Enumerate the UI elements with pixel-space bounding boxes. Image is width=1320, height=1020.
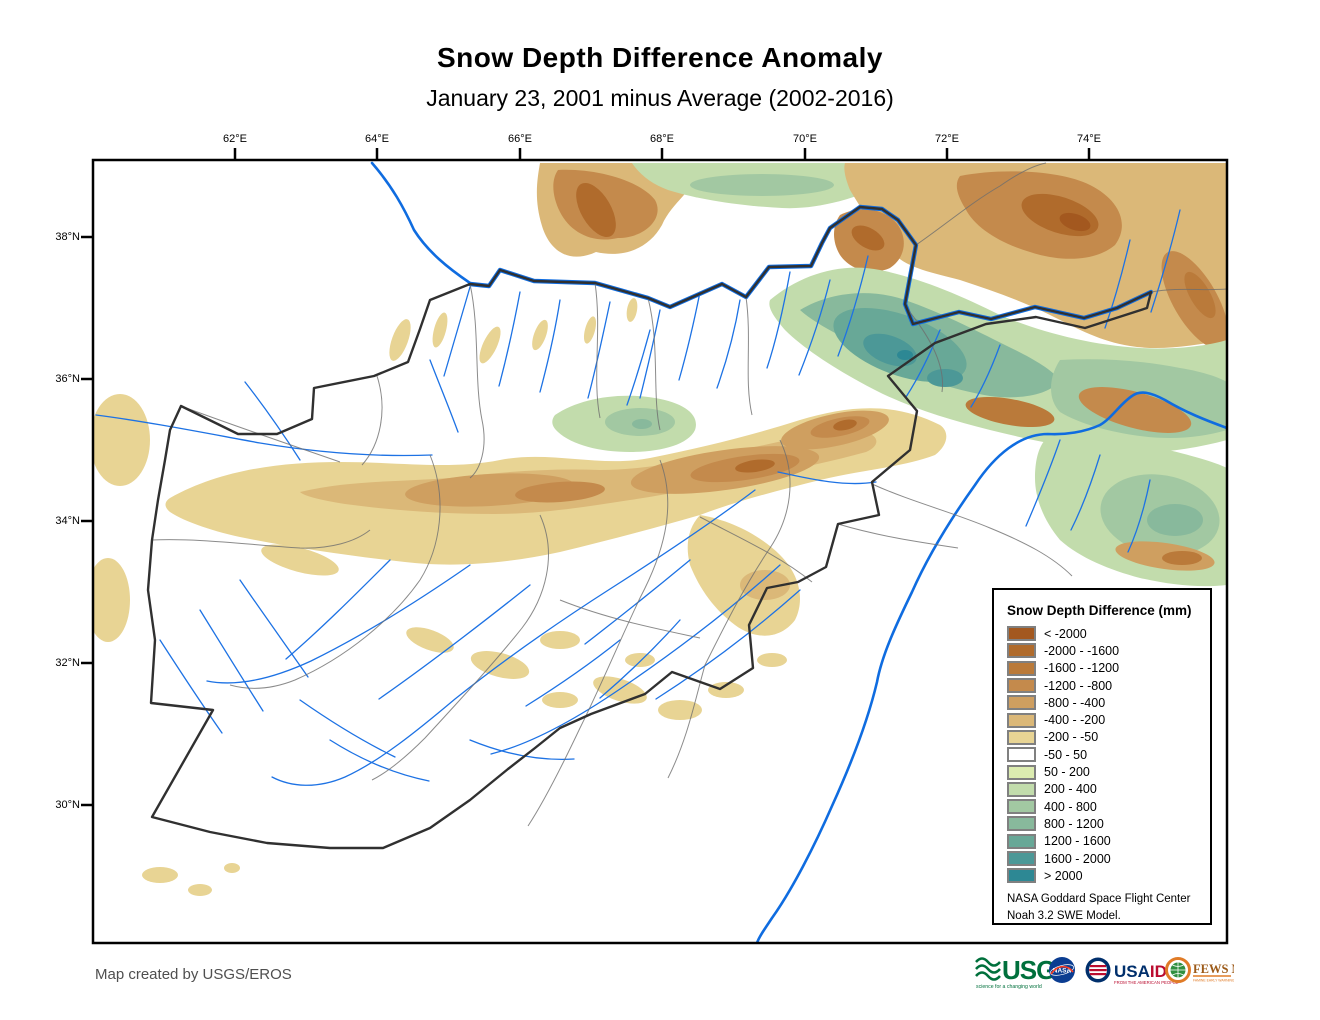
legend-source-line2: Noah 3.2 SWE Model. (1007, 909, 1121, 922)
legend-swatch (1007, 712, 1036, 728)
legend-row: -50 - 50 (1007, 746, 1202, 763)
usaid-tagline: FROM THE AMERICAN PEOPLE (1114, 980, 1179, 985)
usaid-wordmark: USAID (1114, 962, 1167, 981)
legend-source-note: NASA Goddard Space Flight Center Noah 3.… (1007, 891, 1202, 923)
legend-row: 800 - 1200 (1007, 815, 1202, 832)
legend-label: -50 - 50 (1044, 747, 1088, 762)
latitude-labels: 38°N 36°N 34°N 32°N 30°N (0, 0, 90, 1020)
legend-label: 50 - 200 (1044, 765, 1090, 780)
legend-row: -2000 - -1600 (1007, 642, 1202, 659)
legend-label: -800 - -400 (1044, 695, 1106, 710)
partner-logos: USGS science for a changing world NASA U… (975, 955, 1234, 990)
legend-swatch (1007, 851, 1036, 866)
legend-row: 50 - 200 (1007, 763, 1202, 780)
fewsnet-tagline: FAMINE EARLY WARNING SYSTEMS NETWORK (1193, 979, 1234, 983)
legend-label: -200 - -50 (1044, 730, 1099, 745)
usaid-logo: USAID FROM THE AMERICAN PEOPLE (1085, 957, 1179, 985)
fewsnet-wordmark: FEWS NET (1193, 962, 1234, 976)
rivers-layer (95, 209, 1181, 786)
river-kabul (777, 471, 877, 485)
latitude-tick-label: 36°N (55, 373, 80, 385)
legend-swatch (1007, 626, 1036, 642)
river-indus (755, 391, 1227, 943)
latitude-tick-label: 34°N (55, 515, 80, 527)
river-amu-darya (370, 161, 472, 285)
legend-row: 1200 - 1600 (1007, 833, 1202, 850)
legend-label: 800 - 1200 (1044, 816, 1104, 831)
legend-swatch (1007, 868, 1036, 884)
fewsnet-logo: FEWS NET FAMINE EARLY WARNING SYSTEMS NE… (1165, 957, 1234, 983)
longitude-tick-label: 66°E (508, 133, 532, 145)
river-helmand (271, 489, 756, 786)
latitude-tick-label: 30°N (55, 799, 80, 811)
legend-title: Snow Depth Difference (mm) (1007, 603, 1192, 618)
legend-swatch (1007, 643, 1036, 659)
longitude-tick-label: 68°E (650, 133, 674, 145)
legend-label: < -2000 (1044, 626, 1087, 641)
longitude-tick-label: 62°E (223, 133, 247, 145)
longitude-tick-label: 70°E (793, 133, 817, 145)
legend-row: -200 - -50 (1007, 729, 1202, 746)
legend-row: -1600 - -1200 (1007, 660, 1202, 677)
legend-row: 1600 - 2000 (1007, 850, 1202, 867)
y-tick-marks (81, 235, 93, 807)
legend-swatch (1007, 799, 1036, 815)
legend-swatch (1007, 729, 1036, 745)
legend-label: 1200 - 1600 (1044, 834, 1111, 849)
latitude-tick-label: 32°N (55, 657, 80, 669)
map-subtitle: January 23, 2001 minus Average (2002-201… (426, 85, 894, 111)
legend-label: -400 - -200 (1044, 713, 1106, 728)
legend-label: -1600 - -1200 (1044, 661, 1120, 676)
legend-label: > 2000 (1044, 868, 1083, 883)
legend-swatch (1007, 781, 1036, 797)
terrain-layer (93, 163, 1227, 896)
map-title: Snow Depth Difference Anomaly (437, 42, 883, 73)
legend-swatch (1007, 660, 1036, 676)
legend-label: -2000 - -1600 (1044, 643, 1120, 658)
afghanistan-border (146, 205, 1153, 850)
latitude-tick-label: 38°N (55, 231, 80, 243)
map-frame (91, 158, 1229, 945)
legend-swatch (1007, 764, 1036, 780)
legend-swatch (1007, 695, 1036, 711)
legend-swatch (1007, 678, 1036, 694)
legend-label: 400 - 800 (1044, 799, 1097, 814)
legend-swatch (1007, 833, 1036, 849)
legend-row: > 2000 (1007, 867, 1202, 884)
nasa-logo: NASA (1049, 957, 1075, 983)
longitude-tick-label: 64°E (365, 133, 389, 145)
nasa-wordmark: NASA (1053, 968, 1072, 975)
legend-row: -400 - -200 (1007, 711, 1202, 728)
nasa-meatball-icon (1049, 957, 1075, 983)
legend-entries: < -2000 -2000 - -1600 -1600 - -1200 -120… (1007, 625, 1202, 884)
longitude-labels: 62°E 64°E 66°E 68°E 70°E 72°E 74°E (0, 133, 1320, 147)
longitude-tick-label: 74°E (1077, 133, 1101, 145)
legend-label: 200 - 400 (1044, 782, 1097, 797)
legend-box: Snow Depth Difference (mm) < -2000 -2000… (992, 588, 1212, 925)
legend-row: -1200 - -800 (1007, 677, 1202, 694)
x-tick-marks (233, 148, 1091, 160)
legend-label: 1600 - 2000 (1044, 851, 1111, 866)
map-credit: Map created by USGS/EROS (95, 966, 292, 983)
legend-label: -1200 - -800 (1044, 678, 1113, 693)
legend-row: -800 - -400 (1007, 694, 1202, 711)
longitude-tick-label: 72°E (935, 133, 959, 145)
legend-row: < -2000 (1007, 625, 1202, 642)
legend-swatch (1007, 816, 1036, 832)
usgs-tagline: science for a changing world (976, 984, 1042, 990)
legend-row: 200 - 400 (1007, 781, 1202, 798)
usgs-wave-icon (975, 957, 1001, 981)
legend-source-line1: NASA Goddard Space Flight Center (1007, 893, 1191, 906)
legend-swatch (1007, 747, 1036, 763)
legend-row: 400 - 800 (1007, 798, 1202, 815)
admin-boundaries-layer (151, 162, 1227, 827)
